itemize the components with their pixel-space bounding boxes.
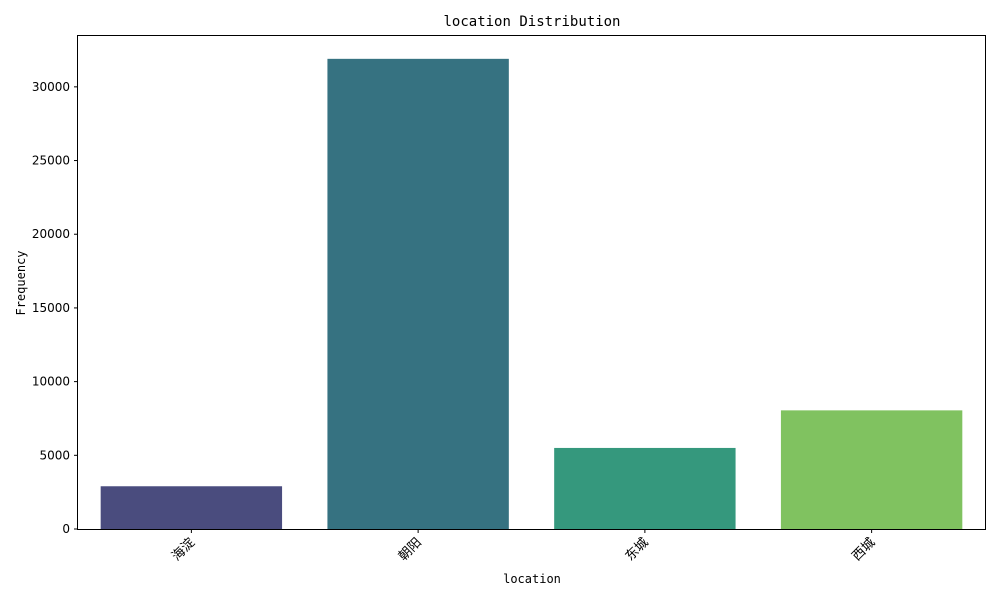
plot-frame — [77, 35, 986, 530]
y-tick-label: 15000 — [32, 301, 70, 315]
y-tick-label: 5000 — [39, 448, 70, 462]
x-tick-label: 海淀 — [169, 535, 198, 564]
bar-2 — [327, 58, 509, 530]
x-axis-label: location — [503, 572, 561, 586]
bars-group — [100, 58, 963, 530]
y-tick-label: 0 — [62, 522, 70, 536]
chart-title: location Distribution — [443, 14, 620, 30]
y-tick-label: 10000 — [32, 375, 70, 389]
bar-3 — [554, 447, 736, 529]
y-tick-label: 20000 — [32, 227, 70, 241]
bar-1 — [100, 486, 283, 529]
y-tick-label: 30000 — [32, 80, 70, 94]
y-axis-label: Frequency — [14, 250, 28, 315]
y-tick-label: 25000 — [32, 154, 70, 168]
plot-area: 0 5000 10000 15000 20000 25000 30000 海淀 朝阳 东城 西城 — [32, 35, 986, 564]
x-tick-label: 朝阳 — [396, 535, 425, 564]
x-axis: 海淀 朝阳 东城 西城 — [169, 529, 878, 564]
y-axis: 0 5000 10000 15000 20000 25000 30000 — [32, 80, 78, 536]
x-tick-label: 西城 — [849, 535, 878, 564]
bar-4 — [780, 410, 963, 529]
x-tick-label: 东城 — [623, 535, 652, 564]
